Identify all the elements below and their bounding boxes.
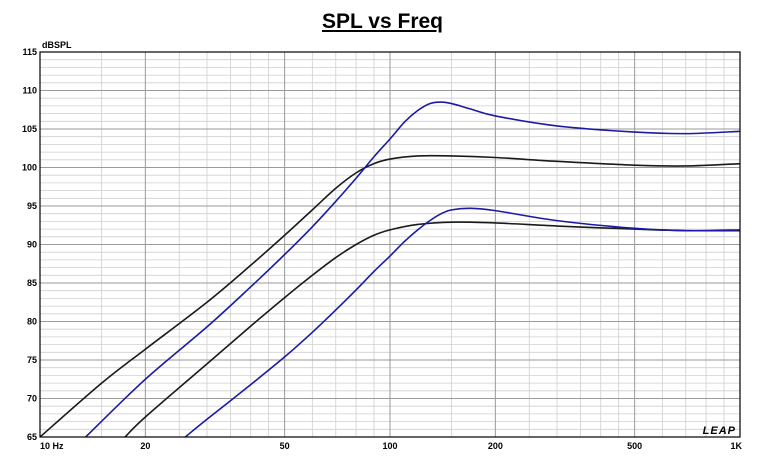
x-tick-label: 200 [488,441,503,451]
y-tick-label: 85 [27,278,37,288]
x-tick-label: 20 [140,441,150,451]
y-tick-label: 80 [27,317,37,327]
series-line-2 [85,101,741,438]
series-line-4 [184,207,741,438]
curves [39,101,741,438]
x-tick-label: 1K [730,441,742,451]
y-tick-label: 95 [27,201,37,211]
y-tick-label: 70 [27,394,37,404]
x-tick-labels: 10 Hz 20 50 100 200 500 1K [40,441,742,451]
x-tick-label: 50 [280,441,290,451]
y-tick-label: 100 [22,163,37,173]
x-tick-label: 100 [382,441,397,451]
leap-logo: LEAP [703,425,736,437]
y-axis-label: dBSPL [42,40,72,50]
y-tick-label: 105 [22,124,37,134]
y-tick-labels: 65 70 75 80 85 90 95 100 105 110 115 [22,47,37,442]
y-tick-label: 110 [22,86,37,96]
y-tick-label: 90 [27,240,37,250]
chart-title: SPL vs Freq [322,10,443,33]
x-tick-label: 10 Hz [40,441,64,451]
y-tick-label: 65 [27,432,37,442]
y-tick-label: 115 [22,47,37,57]
grid-major [40,52,740,437]
x-tick-label: 500 [627,441,642,451]
plot-frame [39,51,741,438]
y-tick-label: 75 [27,355,37,365]
series-line-3 [124,221,741,438]
